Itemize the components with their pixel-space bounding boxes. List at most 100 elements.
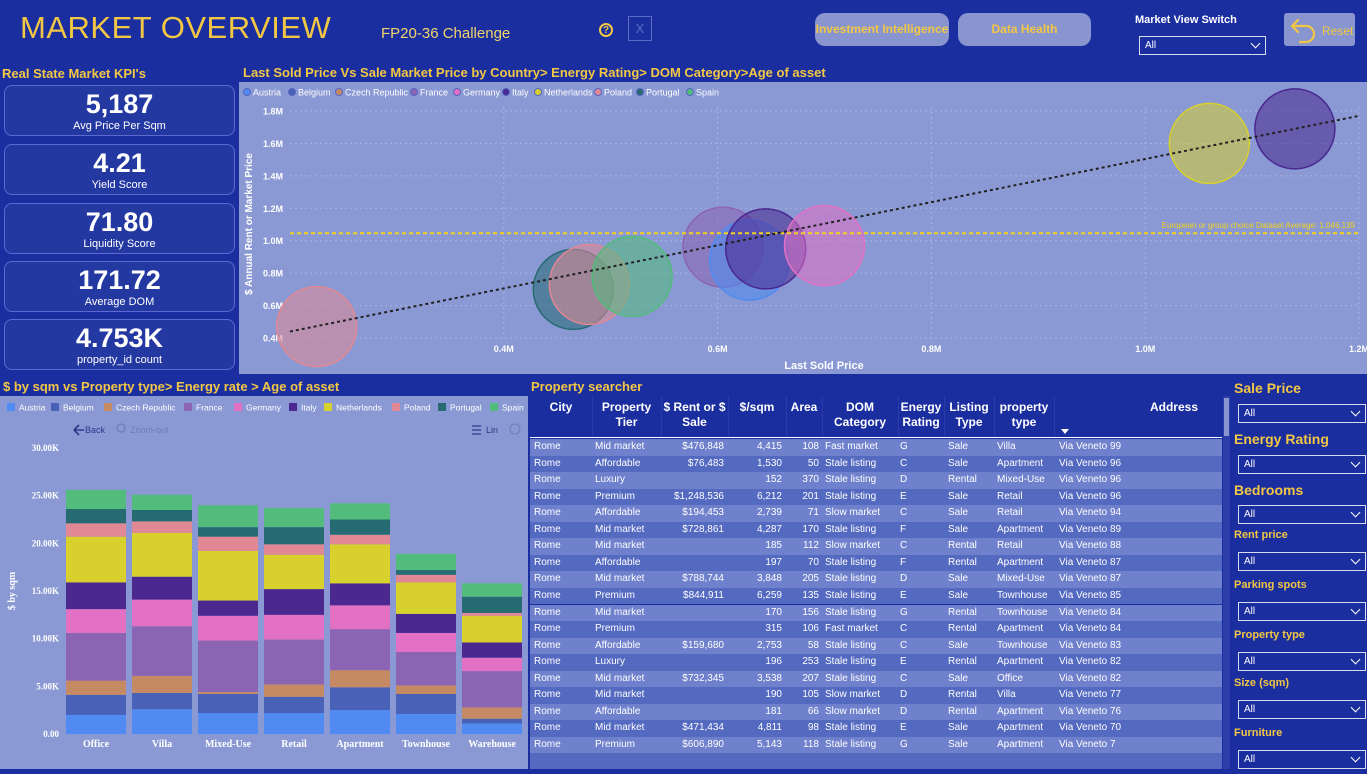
table-row[interactable]: Rome Premium $606,890 5,143 118 Stale listing… [530, 736, 1222, 754]
bar-segment-warehouse-spain[interactable] [462, 583, 522, 597]
filter-dropdown[interactable]: All [1238, 455, 1366, 474]
bar-segment-warehouse-italy[interactable] [462, 642, 522, 658]
bar-segment-townhouse-portugal[interactable] [396, 570, 456, 575]
bar-segment-office-belgium[interactable] [66, 694, 126, 715]
bar-segment-townhouse-france[interactable] [396, 652, 456, 686]
stacked-bar-chart[interactable]: Austria Belgium Czech Republic France German… [0, 396, 528, 769]
column-header[interactable]: Area [790, 400, 818, 414]
filter-dropdown[interactable]: All [1238, 505, 1366, 524]
bubble-italy[interactable] [1254, 88, 1336, 170]
table-row[interactable]: Rome Luxury 152 370 Stale listing D Rental Mixe… [530, 472, 1222, 489]
bar-segment-apartment-germany[interactable] [330, 605, 390, 630]
table-row[interactable]: Rome Mid market $476,848 4,415 108 Fast marke… [530, 439, 1222, 456]
column-header[interactable]: Energy Rating [900, 400, 942, 429]
bar-segment-warehouse-portugal[interactable] [462, 596, 522, 613]
bar-segment-office-netherlands[interactable] [66, 536, 126, 583]
table-row[interactable]: Rome Mid market $471,434 4,811 98 Stale listi… [530, 720, 1222, 737]
table-row[interactable]: Rome Affordable 181 66 Slow market D Rental Apa… [530, 703, 1222, 721]
bar-segment-retail-poland[interactable] [264, 544, 324, 555]
table-row[interactable]: Rome Premium $844,911 6,259 135 Stale listing… [530, 587, 1222, 605]
list-icon[interactable] [472, 425, 481, 435]
bar-segment-warehouse-germany[interactable] [462, 657, 522, 672]
bubble-poland[interactable] [275, 285, 358, 368]
filter-dropdown[interactable]: All [1238, 552, 1366, 571]
filter-dropdown[interactable]: All [1238, 404, 1366, 423]
bar-segment-apartment-italy[interactable] [330, 583, 390, 606]
bar-segment-villa-poland[interactable] [132, 521, 192, 533]
bar-segment-apartment-czech-republic[interactable] [330, 670, 390, 688]
bar-segment-villa-portugal[interactable] [132, 509, 192, 522]
column-header[interactable]: property type [999, 400, 1049, 429]
bar-segment-retail-germany[interactable] [264, 614, 324, 640]
bar-segment-warehouse-czech-republic[interactable] [462, 707, 522, 719]
bar-segment-mixed-use-portugal[interactable] [198, 527, 258, 537]
bar-segment-warehouse-belgium[interactable] [462, 718, 522, 724]
bubble-netherlands[interactable] [1168, 102, 1251, 185]
bar-segment-office-poland[interactable] [66, 523, 126, 537]
bar-segment-retail-netherlands[interactable] [264, 554, 324, 590]
bar-segment-mixed-use-czech-republic[interactable] [198, 692, 258, 694]
bar-segment-retail-italy[interactable] [264, 589, 324, 615]
zoom-out-icon[interactable] [116, 423, 126, 433]
market-view-switch-dropdown[interactable]: All [1139, 36, 1266, 55]
help-icon[interactable]: ? [599, 23, 613, 37]
filter-dropdown[interactable]: All [1238, 602, 1366, 621]
bar-segment-mixed-use-spain[interactable] [198, 505, 258, 528]
bar-segment-apartment-belgium[interactable] [330, 687, 390, 711]
table-row[interactable]: Rome Affordable $76,483 1,530 50 Stale listin… [530, 455, 1222, 473]
table-scrollbar[interactable] [1223, 396, 1230, 769]
back-button[interactable]: Back [85, 425, 106, 435]
bar-segment-apartment-portugal[interactable] [330, 519, 390, 535]
column-header[interactable]: Listing Type [949, 400, 989, 429]
bar-segment-mixed-use-austria[interactable] [198, 713, 258, 734]
table-row[interactable]: Rome Mid market 190 105 Slow market D Rental Vi… [530, 687, 1222, 704]
back-arrow-icon[interactable] [73, 424, 84, 436]
bar-segment-office-austria[interactable] [66, 714, 126, 734]
bar-segment-townhouse-germany[interactable] [396, 632, 456, 653]
bubble-spain[interactable] [591, 235, 673, 318]
bar-segment-mixed-use-netherlands[interactable] [198, 550, 258, 601]
table-row[interactable]: Rome Affordable $194,453 2,739 71 Slow market… [530, 505, 1222, 522]
bar-segment-retail-austria[interactable] [264, 713, 324, 734]
filter-dropdown[interactable]: All [1238, 700, 1366, 719]
linear-scale-toggle[interactable]: Lin [486, 425, 498, 435]
bubble-germany[interactable] [783, 204, 866, 287]
column-header[interactable]: City [549, 400, 573, 414]
column-header[interactable]: Property Tier [601, 400, 652, 429]
bar-segment-office-portugal[interactable] [66, 509, 126, 524]
bar-segment-retail-belgium[interactable] [264, 696, 324, 714]
bar-segment-townhouse-czech-republic[interactable] [396, 685, 456, 694]
bar-segment-retail-portugal[interactable] [264, 527, 324, 545]
bar-segment-retail-czech-republic[interactable] [264, 684, 324, 697]
bar-segment-office-czech-republic[interactable] [66, 680, 126, 695]
bar-segment-mixed-use-france[interactable] [198, 640, 258, 693]
bar-segment-retail-france[interactable] [264, 639, 324, 685]
bar-segment-townhouse-spain[interactable] [396, 553, 456, 571]
column-header[interactable]: $ Rent or $ Sale [663, 400, 726, 429]
investment-intelligence-button[interactable]: Investment Intelligence [815, 13, 949, 46]
bar-segment-villa-austria[interactable] [132, 709, 192, 734]
zoom-out-button[interactable]: Zoom-out [130, 425, 169, 435]
bar-segment-villa-czech-republic[interactable] [132, 675, 192, 694]
bar-segment-apartment-netherlands[interactable] [330, 544, 390, 584]
bar-segment-mixed-use-poland[interactable] [198, 536, 258, 551]
bar-segment-apartment-poland[interactable] [330, 534, 390, 545]
bar-segment-townhouse-netherlands[interactable] [396, 582, 456, 614]
bar-segment-villa-germany[interactable] [132, 599, 192, 627]
bar-segment-apartment-france[interactable] [330, 629, 390, 671]
table-row[interactable]: Rome Mid market $788,744 3,848 205 Stale list… [530, 571, 1222, 588]
bar-segment-office-italy[interactable] [66, 582, 126, 610]
bar-segment-office-france[interactable] [66, 632, 126, 681]
bar-segment-office-germany[interactable] [66, 609, 126, 633]
bar-segment-retail-spain[interactable] [264, 508, 324, 528]
bar-segment-warehouse-netherlands[interactable] [462, 615, 522, 643]
table-row[interactable]: Rome Premium 315 106 Fast market C Rental Apart… [530, 621, 1222, 638]
bar-segment-villa-belgium[interactable] [132, 693, 192, 710]
column-header[interactable]: $/sqm [739, 400, 775, 414]
table-row[interactable]: Rome Premium $1,248,536 6,212 201 Stale listi… [530, 488, 1222, 506]
bar-segment-townhouse-austria[interactable] [396, 713, 456, 734]
close-icon[interactable]: X [628, 16, 652, 41]
data-health-button[interactable]: Data Health [958, 13, 1091, 46]
reset-button[interactable]: Reset [1284, 13, 1355, 46]
bar-segment-office-spain[interactable] [66, 489, 126, 510]
